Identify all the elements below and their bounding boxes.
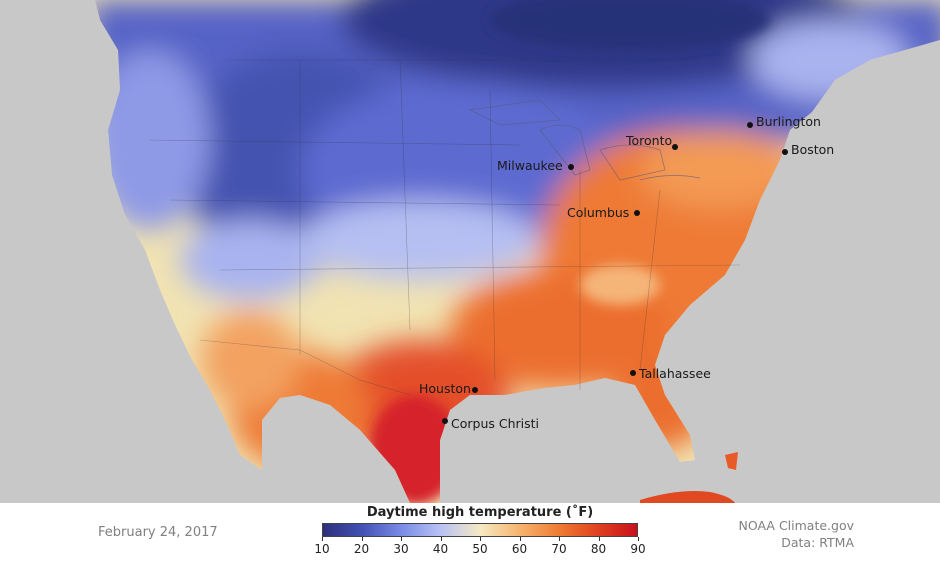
city-dot (634, 210, 640, 216)
city-boston: Boston (782, 142, 834, 157)
city-corpus-christi: Corpus Christi (442, 416, 539, 431)
city-dot (442, 418, 448, 424)
city-dot (747, 122, 753, 128)
legend-tick-mark (480, 537, 481, 541)
city-dot (472, 387, 478, 393)
legend-tick-mark (322, 537, 323, 541)
map-credit: NOAA Climate.gov Data: RTMA (739, 517, 854, 551)
city-label: Boston (791, 142, 834, 157)
city-toronto: Toronto (625, 133, 678, 150)
city-label: Burlington (756, 114, 821, 129)
city-houston: Houston (419, 381, 478, 396)
city-label: Houston (419, 381, 471, 396)
legend-tick-mark (559, 537, 560, 541)
legend-tick-label: 50 (472, 542, 488, 556)
city-label: Tallahassee (638, 366, 711, 381)
legend-tick-mark (401, 537, 402, 541)
legend-tick-mark (598, 537, 600, 541)
legend-tick-label: 60 (511, 542, 528, 556)
city-label: Corpus Christi (451, 416, 539, 431)
legend-tick-label: 30 (393, 542, 409, 556)
legend-tick-mark (519, 537, 521, 541)
map-footer: February 24, 2017 Daytime high temperatu… (0, 503, 940, 564)
credit-source: NOAA Climate.gov (738, 518, 854, 533)
legend-tick-mark (440, 537, 442, 541)
legend-tick-label: 20 (353, 542, 370, 556)
legend-tick-mark (361, 537, 363, 541)
city-tallahassee: Tallahassee (630, 366, 711, 381)
city-dot (568, 164, 574, 170)
credit-data: Data: RTMA (781, 535, 854, 550)
legend-color-bar (322, 523, 638, 537)
temperature-map: Burlington Toronto Boston Milwaukee Colu… (0, 0, 940, 503)
city-dot (782, 149, 788, 155)
city-label: Columbus (567, 205, 629, 220)
legend-tick-label: 40 (432, 542, 449, 556)
map-date: February 24, 2017 (98, 525, 218, 540)
legend-tick-label: 10 (314, 542, 330, 556)
legend-tick-label: 90 (630, 542, 646, 556)
legend-tick-label: 70 (551, 542, 567, 556)
city-dot (630, 370, 636, 376)
legend-title: Daytime high temperature (˚F) (366, 505, 594, 520)
city-label: Milwaukee (497, 158, 563, 173)
city-columbus: Columbus (567, 205, 640, 220)
city-label: Toronto (625, 133, 672, 148)
legend-tick-label: 80 (590, 542, 607, 556)
legend-ticks: 10 20 30 40 50 60 70 80 90 (314, 537, 646, 561)
city-burlington: Burlington (747, 114, 821, 129)
legend-tick-mark (638, 537, 639, 541)
city-dot (672, 144, 678, 150)
city-milwaukee: Milwaukee (497, 158, 574, 173)
